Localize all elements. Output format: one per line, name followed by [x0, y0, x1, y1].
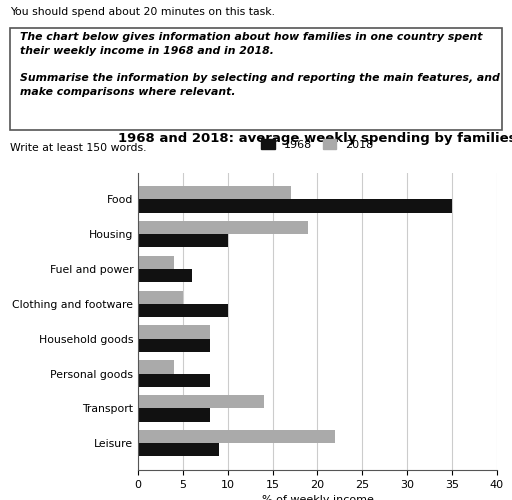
FancyBboxPatch shape: [10, 28, 502, 130]
X-axis label: % of weekly income: % of weekly income: [262, 496, 373, 500]
Bar: [138, 269, 192, 282]
Bar: [138, 408, 210, 422]
Bar: [138, 256, 174, 269]
Bar: [138, 304, 228, 317]
Bar: [138, 430, 335, 443]
Bar: [138, 374, 210, 387]
Text: Summarise the information by selecting and reporting the main features, and
make: Summarise the information by selecting a…: [20, 73, 500, 97]
Bar: [138, 290, 183, 304]
Bar: [138, 338, 210, 352]
Text: Write at least 150 words.: Write at least 150 words.: [10, 143, 147, 153]
Bar: [138, 186, 291, 200]
Text: The chart below gives information about how families in one country spent
their : The chart below gives information about …: [20, 32, 483, 56]
Title: 1968 and 2018: average weekly spending by families: 1968 and 2018: average weekly spending b…: [118, 132, 512, 145]
Bar: [138, 234, 228, 247]
Text: You should spend about 20 minutes on this task.: You should spend about 20 minutes on thi…: [10, 6, 275, 16]
Bar: [138, 395, 264, 408]
Bar: [138, 200, 452, 212]
Bar: [138, 326, 210, 338]
Bar: [138, 221, 308, 234]
Bar: [138, 443, 219, 456]
Legend: 1968, 2018: 1968, 2018: [257, 135, 378, 154]
Bar: [138, 360, 174, 374]
